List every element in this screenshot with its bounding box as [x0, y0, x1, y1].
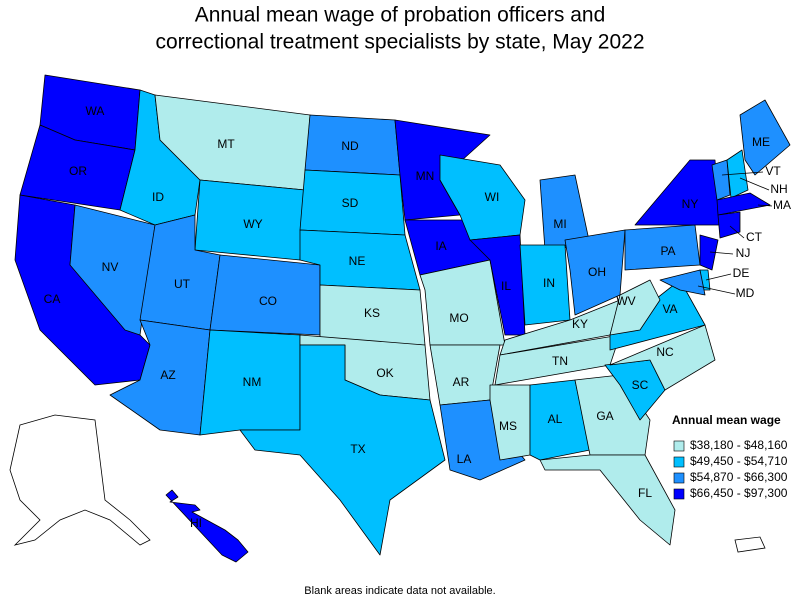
state-shape — [699, 234, 719, 271]
legend-label: $66,450 - $97,300 — [690, 486, 788, 500]
state-shape — [239, 344, 446, 556]
state-label: WV — [616, 294, 635, 308]
state-label: NV — [102, 260, 119, 274]
state-label: ME — [752, 135, 770, 149]
state-label: KS — [364, 306, 380, 320]
state-label: OH — [588, 265, 606, 279]
state-label: SD — [342, 196, 359, 210]
state-label: WY — [243, 217, 262, 231]
state-label: OK — [376, 366, 393, 380]
state-label: TN — [552, 354, 568, 368]
state-label: NJ — [736, 246, 751, 260]
leader-line — [721, 171, 764, 176]
state-shape — [659, 269, 706, 296]
leader-line — [739, 177, 770, 191]
state-label: WA — [86, 104, 105, 118]
leader-line — [757, 204, 773, 207]
state-label: VA — [662, 302, 677, 316]
state-shape — [529, 379, 591, 461]
state-shape — [69, 204, 156, 336]
state-label: NE — [349, 254, 366, 268]
state-label: IL — [501, 279, 511, 293]
title-line: correctional treatment specialists by st… — [155, 31, 644, 54]
state-label: MS — [499, 419, 517, 433]
state-shape — [711, 159, 731, 201]
state-shape — [634, 159, 721, 226]
state-label: VT — [765, 164, 781, 178]
state-label: MN — [416, 169, 435, 183]
state-label: IN — [543, 276, 555, 290]
state-label: NY — [682, 197, 699, 211]
state-label: OR — [69, 164, 87, 178]
state-label: ND — [341, 139, 359, 153]
state-shape — [489, 384, 531, 461]
title-line: Annual mean wage of probation officers a… — [195, 4, 606, 27]
state-shape — [716, 192, 771, 216]
state-label: MA — [773, 198, 791, 212]
state-label: AZ — [160, 368, 175, 382]
legend-label: $49,450 - $54,710 — [690, 454, 788, 468]
state-label: LA — [457, 452, 472, 466]
legend-title: Annual mean wage — [672, 413, 781, 427]
state-label: NM — [243, 375, 262, 389]
leader-line — [709, 251, 734, 255]
alaska-outline — [9, 414, 151, 546]
state-label: KY — [572, 317, 588, 331]
state-label: CO — [259, 294, 277, 308]
state-shape — [717, 211, 741, 239]
state-label: IA — [435, 239, 446, 253]
state-label: HI — [190, 516, 202, 530]
state-label: PA — [660, 244, 675, 258]
state-shape — [564, 229, 626, 316]
leader-line — [729, 225, 745, 239]
legend-swatch — [673, 456, 685, 468]
state-label: WI — [485, 190, 500, 204]
state-label: MO — [449, 311, 468, 325]
states — [14, 74, 791, 563]
state-label: NH — [770, 182, 787, 196]
state-shape — [609, 279, 661, 336]
state-label: MT — [217, 137, 235, 151]
state-shape — [539, 454, 676, 546]
state-shape — [609, 324, 716, 391]
state-label: FL — [638, 486, 652, 500]
state-label: AR — [453, 375, 470, 389]
state-label: ID — [152, 190, 164, 204]
legend-swatch — [673, 440, 685, 452]
state-label: GA — [596, 409, 613, 423]
state-label: NC — [656, 345, 674, 359]
state-label: TX — [350, 442, 365, 456]
state-label: CT — [746, 230, 763, 244]
footnote: Blank areas indicate data not available. — [304, 585, 495, 597]
state-label: MD — [736, 286, 755, 300]
state-labels: WA OR CA NV ID MT WY UT CO AZ NM ND SD NE KS OK TX MN IA MO… — [44, 104, 791, 530]
leader-line — [697, 285, 736, 295]
legend-swatch — [673, 472, 685, 484]
state-label: DE — [733, 266, 750, 280]
state-shape — [739, 99, 791, 176]
state-label: MI — [553, 217, 566, 231]
legend-swatch — [673, 488, 685, 500]
state-label: AL — [548, 412, 563, 426]
state-label: CA — [44, 292, 61, 306]
legend-label: $54,870 - $66,300 — [690, 470, 788, 484]
state-label: UT — [174, 277, 191, 291]
legend-label: $38,180 - $48,160 — [690, 438, 788, 452]
puerto-rico-outline — [734, 536, 766, 553]
state-shape — [469, 234, 526, 336]
state-label: SC — [632, 378, 649, 392]
leader-line — [705, 273, 732, 281]
state-shape — [165, 489, 249, 563]
